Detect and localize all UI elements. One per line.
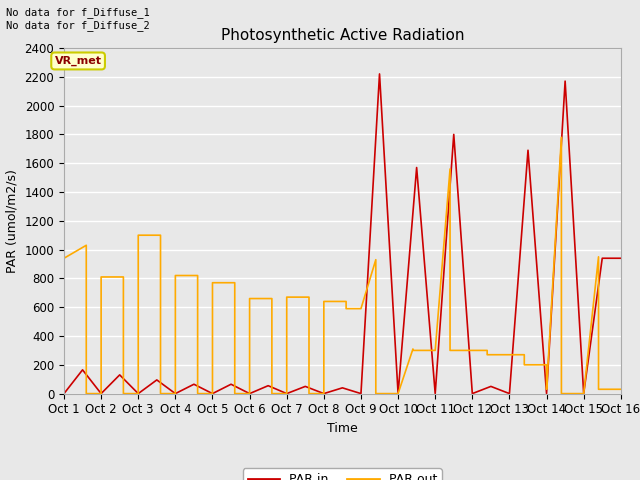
PAR out <box>342 306 350 312</box>
PAR in <box>227 381 235 387</box>
Line: PAR out: PAR out <box>64 137 621 394</box>
PAR out <box>483 348 491 353</box>
PAR out <box>246 391 253 396</box>
PAR out <box>60 391 68 396</box>
PAR in <box>209 391 216 396</box>
PAR out <box>557 134 565 140</box>
PAR in <box>246 391 253 396</box>
Y-axis label: PAR (umol/m2/s): PAR (umol/m2/s) <box>6 169 19 273</box>
PAR in <box>60 391 68 396</box>
Legend: PAR in, PAR out: PAR in, PAR out <box>243 468 442 480</box>
X-axis label: Time: Time <box>327 422 358 435</box>
PAR in <box>413 165 420 170</box>
Text: VR_met: VR_met <box>54 56 102 66</box>
PAR in <box>376 71 383 77</box>
PAR out <box>60 255 68 261</box>
PAR in <box>153 377 161 383</box>
Line: PAR in: PAR in <box>64 74 621 394</box>
Title: Photosynthetic Active Radiation: Photosynthetic Active Radiation <box>221 28 464 43</box>
PAR out <box>617 386 625 392</box>
PAR in <box>617 255 625 261</box>
PAR out <box>409 346 417 352</box>
Text: No data for f_Diffuse_1
No data for f_Diffuse_2: No data for f_Diffuse_1 No data for f_Di… <box>6 7 150 31</box>
PAR out <box>372 391 380 396</box>
PAR in <box>246 391 253 396</box>
